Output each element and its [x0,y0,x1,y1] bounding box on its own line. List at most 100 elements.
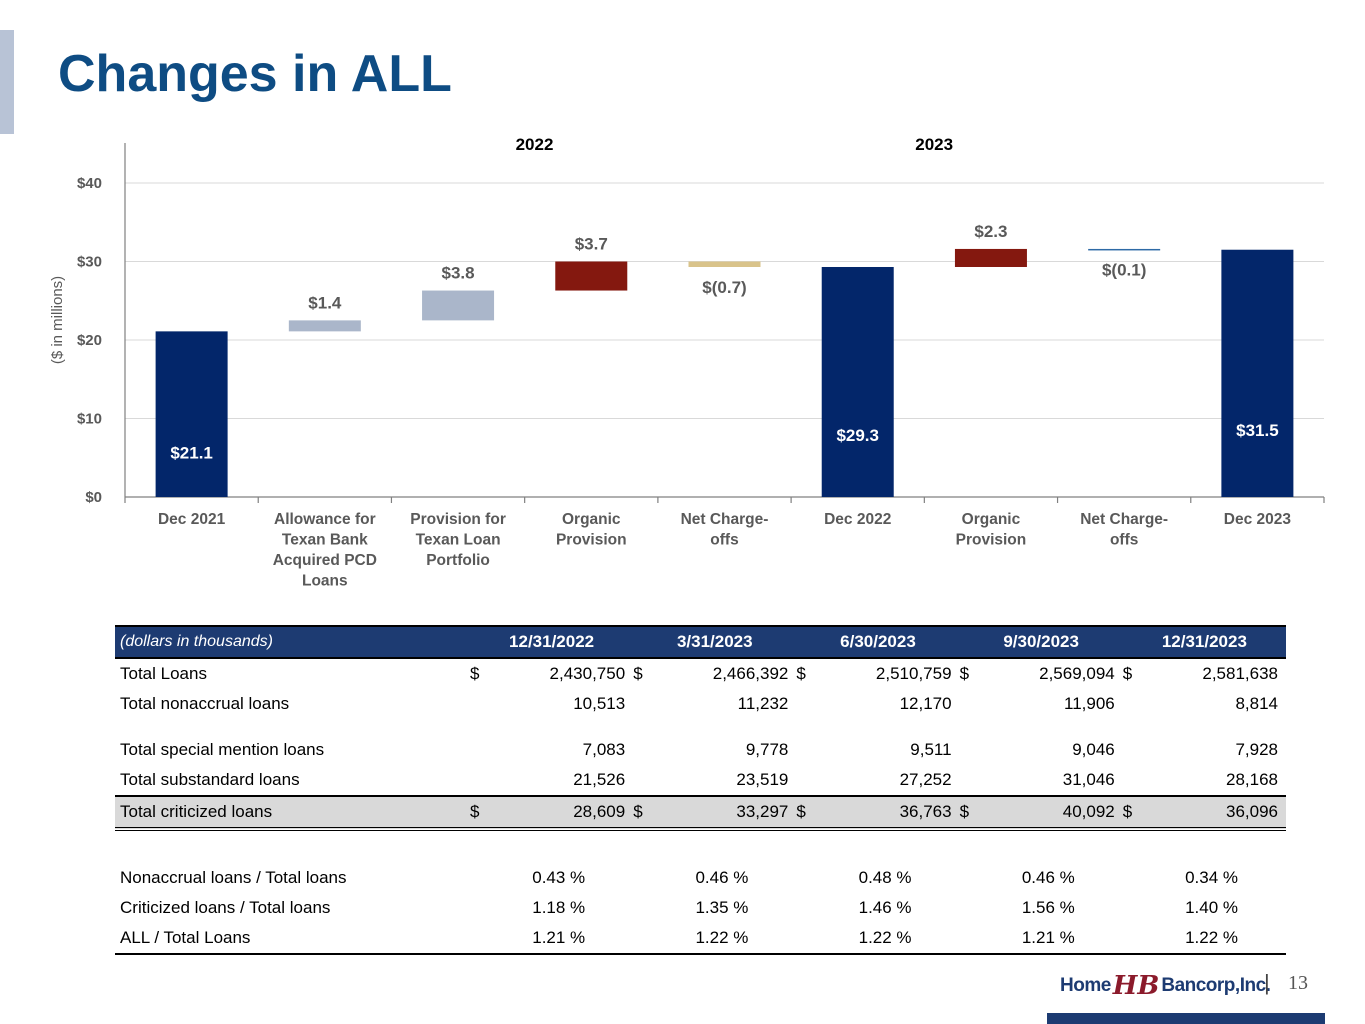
currency-symbol: $ [470,664,480,683]
y-tick-label: $30 [77,254,102,271]
category-label: Texan Loan [416,532,501,549]
waterfall-bar [155,331,228,497]
data-label: $2.3 [974,222,1007,241]
footer-bar [1047,1013,1325,1024]
table-cell: 10,513 [573,694,626,713]
row-label: ALL / Total Loans [115,923,470,955]
table-header-col: 12/31/2023 [1122,625,1286,659]
data-label: $(0.1) [1102,261,1146,280]
table-cell: 28,609 [492,795,634,831]
logo-text-bancorp: Bancorp,Inc. [1161,975,1271,996]
table-cell: 2,581,638 [1202,664,1278,683]
y-tick-label: $20 [77,332,102,349]
table-cell: 1.18 % [532,898,586,917]
table-cell: 1.46 % [858,898,912,917]
table-cell: 2,466,392 [712,664,789,683]
table-cell: 7,083 [582,740,626,759]
currency-symbol: $ [633,664,643,683]
row-label: Criticized loans / Total loans [120,898,331,917]
table-cell: 9,046 [1072,740,1115,759]
table-cell: 21,526 [573,770,626,789]
waterfall-bar [821,266,894,497]
waterfall-bar [688,261,761,267]
table-row: Total Loans $ 2,430,750 $ 2,466,392 $ 2,… [115,658,1286,689]
row-label: Total Loans [120,664,207,683]
table-cell: 0.34 % [1185,868,1238,887]
waterfall-bar [1088,248,1161,251]
page-number: 13 [1288,972,1308,994]
category-label: Loans [302,573,348,590]
table-cell: 0.46 % [695,868,749,887]
category-label: Provision [556,532,627,549]
category-label: Net Charge- [1080,511,1168,528]
logo-mark-icon: HB [1112,971,1160,1001]
table-row: Criticized loans / Total loans 1.18 % 1.… [115,893,1286,923]
category-label: Dec 2022 [824,511,891,528]
table-cell: 1.40 % [1185,898,1238,917]
y-tick-label: $10 [77,411,102,428]
y-tick-label: $0 [85,489,102,506]
currency-symbol: $ [633,795,656,831]
waterfall-chart: $0 $10 $20 $30 $40 ($ in millions) 2022 2023 $21… [49,135,1325,590]
data-label: $31.5 [1236,421,1279,440]
y-tick-label: $40 [77,175,102,192]
table-cell: 7,928 [1235,740,1278,759]
table-row: Total nonaccrual loans 10,513 11,232 12,… [115,689,1286,719]
page-title: Changes in ALL [58,45,452,103]
category-label: Dec 2023 [1224,511,1292,528]
table-header-col: 9/30/2023 [959,625,1123,659]
currency-symbol: $ [1122,795,1145,831]
table-cell: 0.43 % [532,868,586,887]
accent-bar [0,30,14,134]
table-cell: 36,096 [1144,795,1286,831]
data-label: $3.7 [575,235,608,254]
table-cell: 12,170 [899,694,952,713]
table-cell: 0.48 % [858,868,912,887]
currency-symbol: $ [959,664,970,683]
table-cell: 2,510,759 [875,664,952,683]
waterfall-bar [555,261,628,291]
company-logo: Home HB Bancorp,Inc. [1060,966,1271,1006]
table-cell: 2,430,750 [549,664,626,683]
table-cell: 1.21 % [492,923,634,955]
category-label: Organic [562,511,621,528]
currency-symbol: $ [1122,664,1133,683]
category-label: Provision [956,532,1027,549]
category-label: Provision for [410,511,506,528]
data-label: $29.3 [836,426,879,445]
category-label: Organic [962,511,1021,528]
table-cell: 1.22 % [818,923,960,955]
row-label: Total substandard loans [120,770,300,789]
table-cell: 1.21 % [981,923,1123,955]
table-header-row: (dollars in thousands) 12/31/2022 3/31/2… [115,625,1286,659]
table-cell: 1.22 % [1144,923,1286,955]
footer-separator: | [1264,970,1270,995]
table-cell: 23,519 [736,770,789,789]
waterfall-bar [422,290,495,321]
y-axis-label: ($ in millions) [49,276,66,364]
waterfall-bar [954,248,1027,267]
category-label: offs [710,532,738,549]
table-cell: 31,046 [1062,770,1115,789]
table-cell: 1.35 % [695,898,749,917]
row-label: Total special mention loans [120,740,325,759]
category-label: Dec 2021 [158,511,226,528]
table-cell: 33,297 [655,795,797,831]
group-label: 2022 [516,135,554,154]
data-label: $1.4 [308,293,342,312]
table-header-col: 6/30/2023 [796,625,960,659]
category-label: Texan Bank [282,532,368,549]
data-label: $(0.7) [702,278,746,297]
table-row: Total substandard loans 21,526 23,519 27… [115,765,1286,796]
logo-text-home: Home [1060,975,1111,996]
currency-symbol: $ [470,795,492,831]
category-label: Portfolio [426,552,490,569]
table-cell: 1.22 % [655,923,797,955]
table-cell: 1.56 % [1021,898,1075,917]
table-cell: 27,252 [899,770,952,789]
group-label: 2023 [915,135,953,154]
currency-symbol: $ [796,795,819,831]
table-cell: 2,569,094 [1039,664,1115,683]
table-cell: 40,092 [981,795,1123,831]
table-row: Nonaccrual loans / Total loans 0.43 % 0.… [115,863,1286,893]
